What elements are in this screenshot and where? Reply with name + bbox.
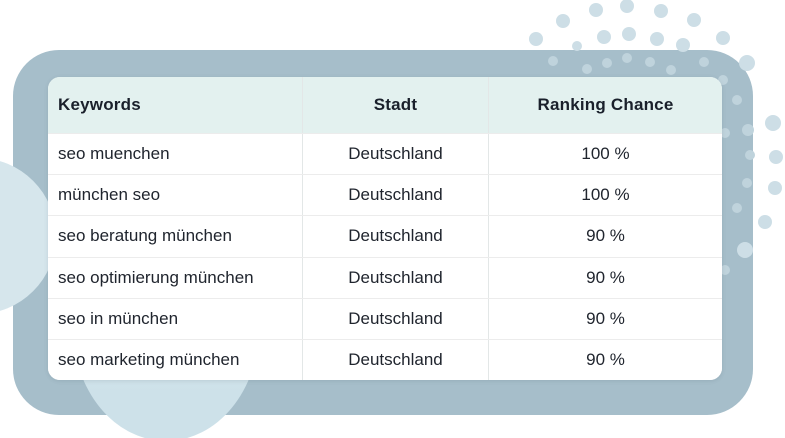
keyword-cell: münchen seo bbox=[58, 185, 161, 205]
table-header-row: Keywords Stadt Ranking Chance bbox=[48, 77, 722, 133]
keyword-cell: seo marketing münchen bbox=[58, 349, 240, 369]
table-row: seo muenchen Deutschland 100 % bbox=[48, 133, 722, 175]
column-header-ranking-chance: Ranking Chance bbox=[488, 77, 722, 133]
stadt-cell: Deutschland bbox=[302, 339, 488, 380]
table-row: seo optimierung münchen Deutschland 90 % bbox=[48, 256, 722, 298]
ranking-chance-cell: 90 % bbox=[488, 339, 722, 380]
stadt-cell: Deutschland bbox=[302, 216, 488, 257]
table-row: seo beratung münchen Deutschland 90 % bbox=[48, 215, 722, 257]
keyword-cell: seo in münchen bbox=[58, 308, 179, 328]
stadt-cell: Deutschland bbox=[302, 257, 488, 298]
stadt-cell: Deutschland bbox=[302, 298, 488, 339]
stadt-cell: Deutschland bbox=[302, 175, 488, 216]
table-row: seo marketing münchen Deutschland 90 % bbox=[48, 338, 722, 380]
table-row: seo in münchen Deutschland 90 % bbox=[48, 297, 722, 339]
keyword-cell: seo optimierung münchen bbox=[58, 267, 254, 287]
ranking-chance-cell: 90 % bbox=[488, 257, 722, 298]
column-header-keywords: Keywords bbox=[58, 95, 141, 114]
ranking-chance-cell: 100 % bbox=[488, 134, 722, 175]
keyword-cell: seo beratung münchen bbox=[58, 226, 232, 246]
ranking-chance-cell: 90 % bbox=[488, 216, 722, 257]
table-row: münchen seo Deutschland 100 % bbox=[48, 174, 722, 216]
stadt-cell: Deutschland bbox=[302, 134, 488, 175]
column-header-stadt: Stadt bbox=[302, 77, 488, 133]
keyword-ranking-table: Keywords Stadt Ranking Chance seo muench… bbox=[48, 77, 722, 380]
keyword-cell: seo muenchen bbox=[58, 144, 170, 164]
ranking-chance-cell: 90 % bbox=[488, 298, 722, 339]
ranking-chance-cell: 100 % bbox=[488, 175, 722, 216]
